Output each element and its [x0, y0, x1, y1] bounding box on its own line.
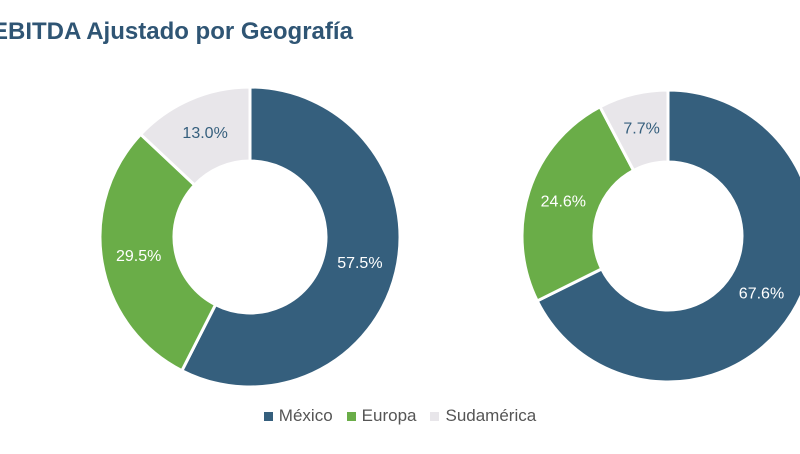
legend-swatch-europa [346, 411, 356, 421]
legend-label-mexico: México [278, 406, 333, 425]
donut1-label-mexico: 57.5% [337, 255, 382, 272]
donut1-slice-sudamerica [138, 85, 252, 188]
legend-label-sudamerica: Sudamérica [445, 406, 537, 425]
donut1-label-sudamerica: 13.0% [182, 125, 227, 142]
donut2-label-sudamerica: 7.7% [623, 121, 659, 138]
chart-title: EBITDA Ajustado por Geografía [0, 18, 353, 45]
donut2-slice-mexico [535, 88, 800, 384]
legend-swatch-mexico [263, 411, 273, 421]
donut2-label-mexico: 67.6% [739, 285, 784, 302]
donut2-slice-sudamerica [597, 88, 670, 173]
donut1-slice-mexico [179, 85, 402, 389]
donut1-label-europa: 29.5% [116, 248, 161, 265]
legend-item-europa: Europa [346, 406, 417, 426]
donut2-slice-europa [520, 104, 636, 303]
legend-item-sudamerica: Sudamérica [430, 406, 536, 426]
donut1-slice-europa [98, 132, 218, 373]
donut2-label-europa: 24.6% [541, 194, 586, 211]
legend-item-mexico: México [263, 406, 333, 426]
donut-chart-2: 67.6% 24.6% 7.7% [520, 88, 800, 384]
legend: México Europa Sudamérica [0, 406, 800, 426]
legend-label-europa: Europa [361, 406, 417, 425]
legend-swatch-sudamerica [430, 411, 440, 421]
donut-chart-1: 57.5% 29.5% 13.0% [98, 85, 402, 389]
